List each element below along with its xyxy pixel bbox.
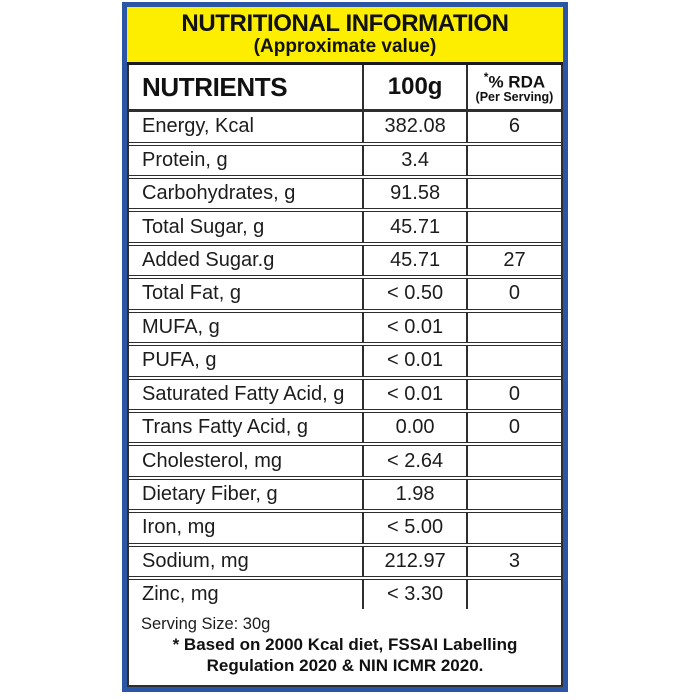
nutrient-rda — [465, 479, 561, 510]
nutrient-amount: 45.71 — [362, 212, 466, 242]
nutrient-rda: 0 — [465, 279, 561, 309]
nutrient-name: Zinc, mg — [142, 583, 219, 606]
serving-size-text: Serving Size: 30g — [141, 614, 271, 633]
nutrient-name: MUFA, g — [142, 315, 220, 338]
table-row: Added Sugar.g 45.71 27 — [129, 245, 561, 280]
nutrient-name: Carbohydrates, g — [142, 182, 296, 205]
nutrient-name: PUFA, g — [142, 349, 217, 372]
nutrient-name: Total Fat, g — [142, 282, 241, 305]
nutrient-rda — [465, 145, 561, 175]
nutrient-rda — [465, 178, 561, 209]
table-row: Carbohydrates, g 91.58 — [129, 178, 561, 213]
table-row: Total Fat, g < 0.50 0 — [129, 279, 561, 313]
nutrient-rda — [465, 346, 561, 376]
nutrient-amount: < 2.64 — [362, 446, 466, 476]
column-header-100g: 100g — [362, 65, 466, 110]
nutrient-name: Trans Fatty Acid, g — [142, 416, 308, 439]
column-header-nutrients: NUTRIENTS — [142, 71, 288, 102]
nutrient-amount: 3.4 — [362, 145, 466, 175]
nutrient-name: Energy, Kcal — [142, 115, 254, 138]
footnote-line2: Regulation 2020 & NIN ICMR 2020. — [206, 655, 484, 675]
table-row: Iron, mg < 5.00 — [129, 513, 561, 547]
nutrient-rda — [465, 312, 561, 343]
nutrition-table: NUTRIENTS 100g *% RDA (Per Serving) Ener… — [127, 65, 563, 687]
nutrient-amount: < 0.01 — [362, 346, 466, 376]
nutrient-amount: < 3.30 — [362, 580, 466, 610]
nutrient-rda: 3 — [465, 546, 561, 577]
nutrient-rda — [465, 212, 561, 242]
column-header-rda-main: *% RDA — [484, 71, 545, 91]
nutrient-rda: 0 — [465, 412, 561, 443]
label-title-band: NUTRITIONAL INFORMATION (Approximate val… — [127, 7, 563, 66]
table-row: Dietary Fiber, g 1.98 — [129, 479, 561, 514]
footnote-line1: * Based on 2000 Kcal diet, FSSAI Labelli… — [172, 634, 518, 654]
table-body: Energy, Kcal 382.08 6 Protein, g 3.4 Car… — [129, 112, 561, 610]
nutrient-rda: 6 — [465, 112, 561, 142]
table-row: Cholesterol, mg < 2.64 — [129, 446, 561, 480]
nutrient-rda — [465, 513, 561, 543]
nutrient-rda — [465, 580, 561, 610]
table-row: Energy, Kcal 382.08 6 — [129, 112, 561, 146]
table-row: Protein, g 3.4 — [129, 145, 561, 179]
nutrient-name: Dietary Fiber, g — [142, 482, 278, 505]
label-footer: Serving Size: 30g * Based on 2000 Kcal d… — [129, 610, 561, 686]
label-subtitle: (Approximate value) — [253, 36, 437, 58]
nutrient-name: Total Sugar, g — [142, 215, 265, 238]
nutrient-amount: < 0.50 — [362, 279, 466, 309]
table-row: Sodium, mg 212.97 3 — [129, 546, 561, 581]
table-row: Trans Fatty Acid, g 0.00 0 — [129, 412, 561, 447]
table-row: Saturated Fatty Acid, g < 0.01 0 — [129, 379, 561, 413]
nutrient-amount: 91.58 — [362, 178, 466, 209]
nutrient-amount: 0.00 — [362, 412, 466, 443]
table-row: MUFA, g < 0.01 — [129, 312, 561, 347]
nutrient-amount: < 0.01 — [362, 312, 466, 343]
table-row: Total Sugar, g 45.71 — [129, 212, 561, 246]
column-header-rda: *% RDA (Per Serving) — [465, 65, 561, 110]
column-header-rda-subtext: (Per Serving) — [475, 90, 554, 105]
nutrient-rda: 27 — [465, 245, 561, 276]
nutrient-name: Protein, g — [142, 148, 228, 171]
nutrient-name: Cholesterol, mg — [142, 449, 283, 472]
nutrient-amount: < 0.01 — [362, 379, 466, 409]
table-row: Zinc, mg < 3.30 — [129, 580, 561, 610]
nutrient-name: Added Sugar.g — [142, 249, 275, 272]
nutrient-amount: 45.71 — [362, 245, 466, 276]
nutrient-name: Sodium, mg — [142, 549, 249, 572]
nutrient-name: Saturated Fatty Acid, g — [142, 382, 345, 405]
rda-asterisk: * — [483, 69, 489, 84]
nutrient-rda — [465, 446, 561, 476]
nutrient-rda: 0 — [465, 379, 561, 409]
nutrient-amount: 1.98 — [362, 479, 466, 510]
nutrient-name: Iron, mg — [142, 516, 216, 539]
rda-label: % RDA — [488, 72, 546, 92]
table-header-row: NUTRIENTS 100g *% RDA (Per Serving) — [129, 65, 561, 113]
nutrient-amount: 382.08 — [362, 112, 466, 142]
nutrient-amount: < 5.00 — [362, 513, 466, 543]
table-row: PUFA, g < 0.01 — [129, 346, 561, 380]
nutrition-label: NUTRITIONAL INFORMATION (Approximate val… — [122, 2, 568, 692]
label-title: NUTRITIONAL INFORMATION — [181, 10, 509, 37]
nutrient-amount: 212.97 — [362, 546, 466, 577]
